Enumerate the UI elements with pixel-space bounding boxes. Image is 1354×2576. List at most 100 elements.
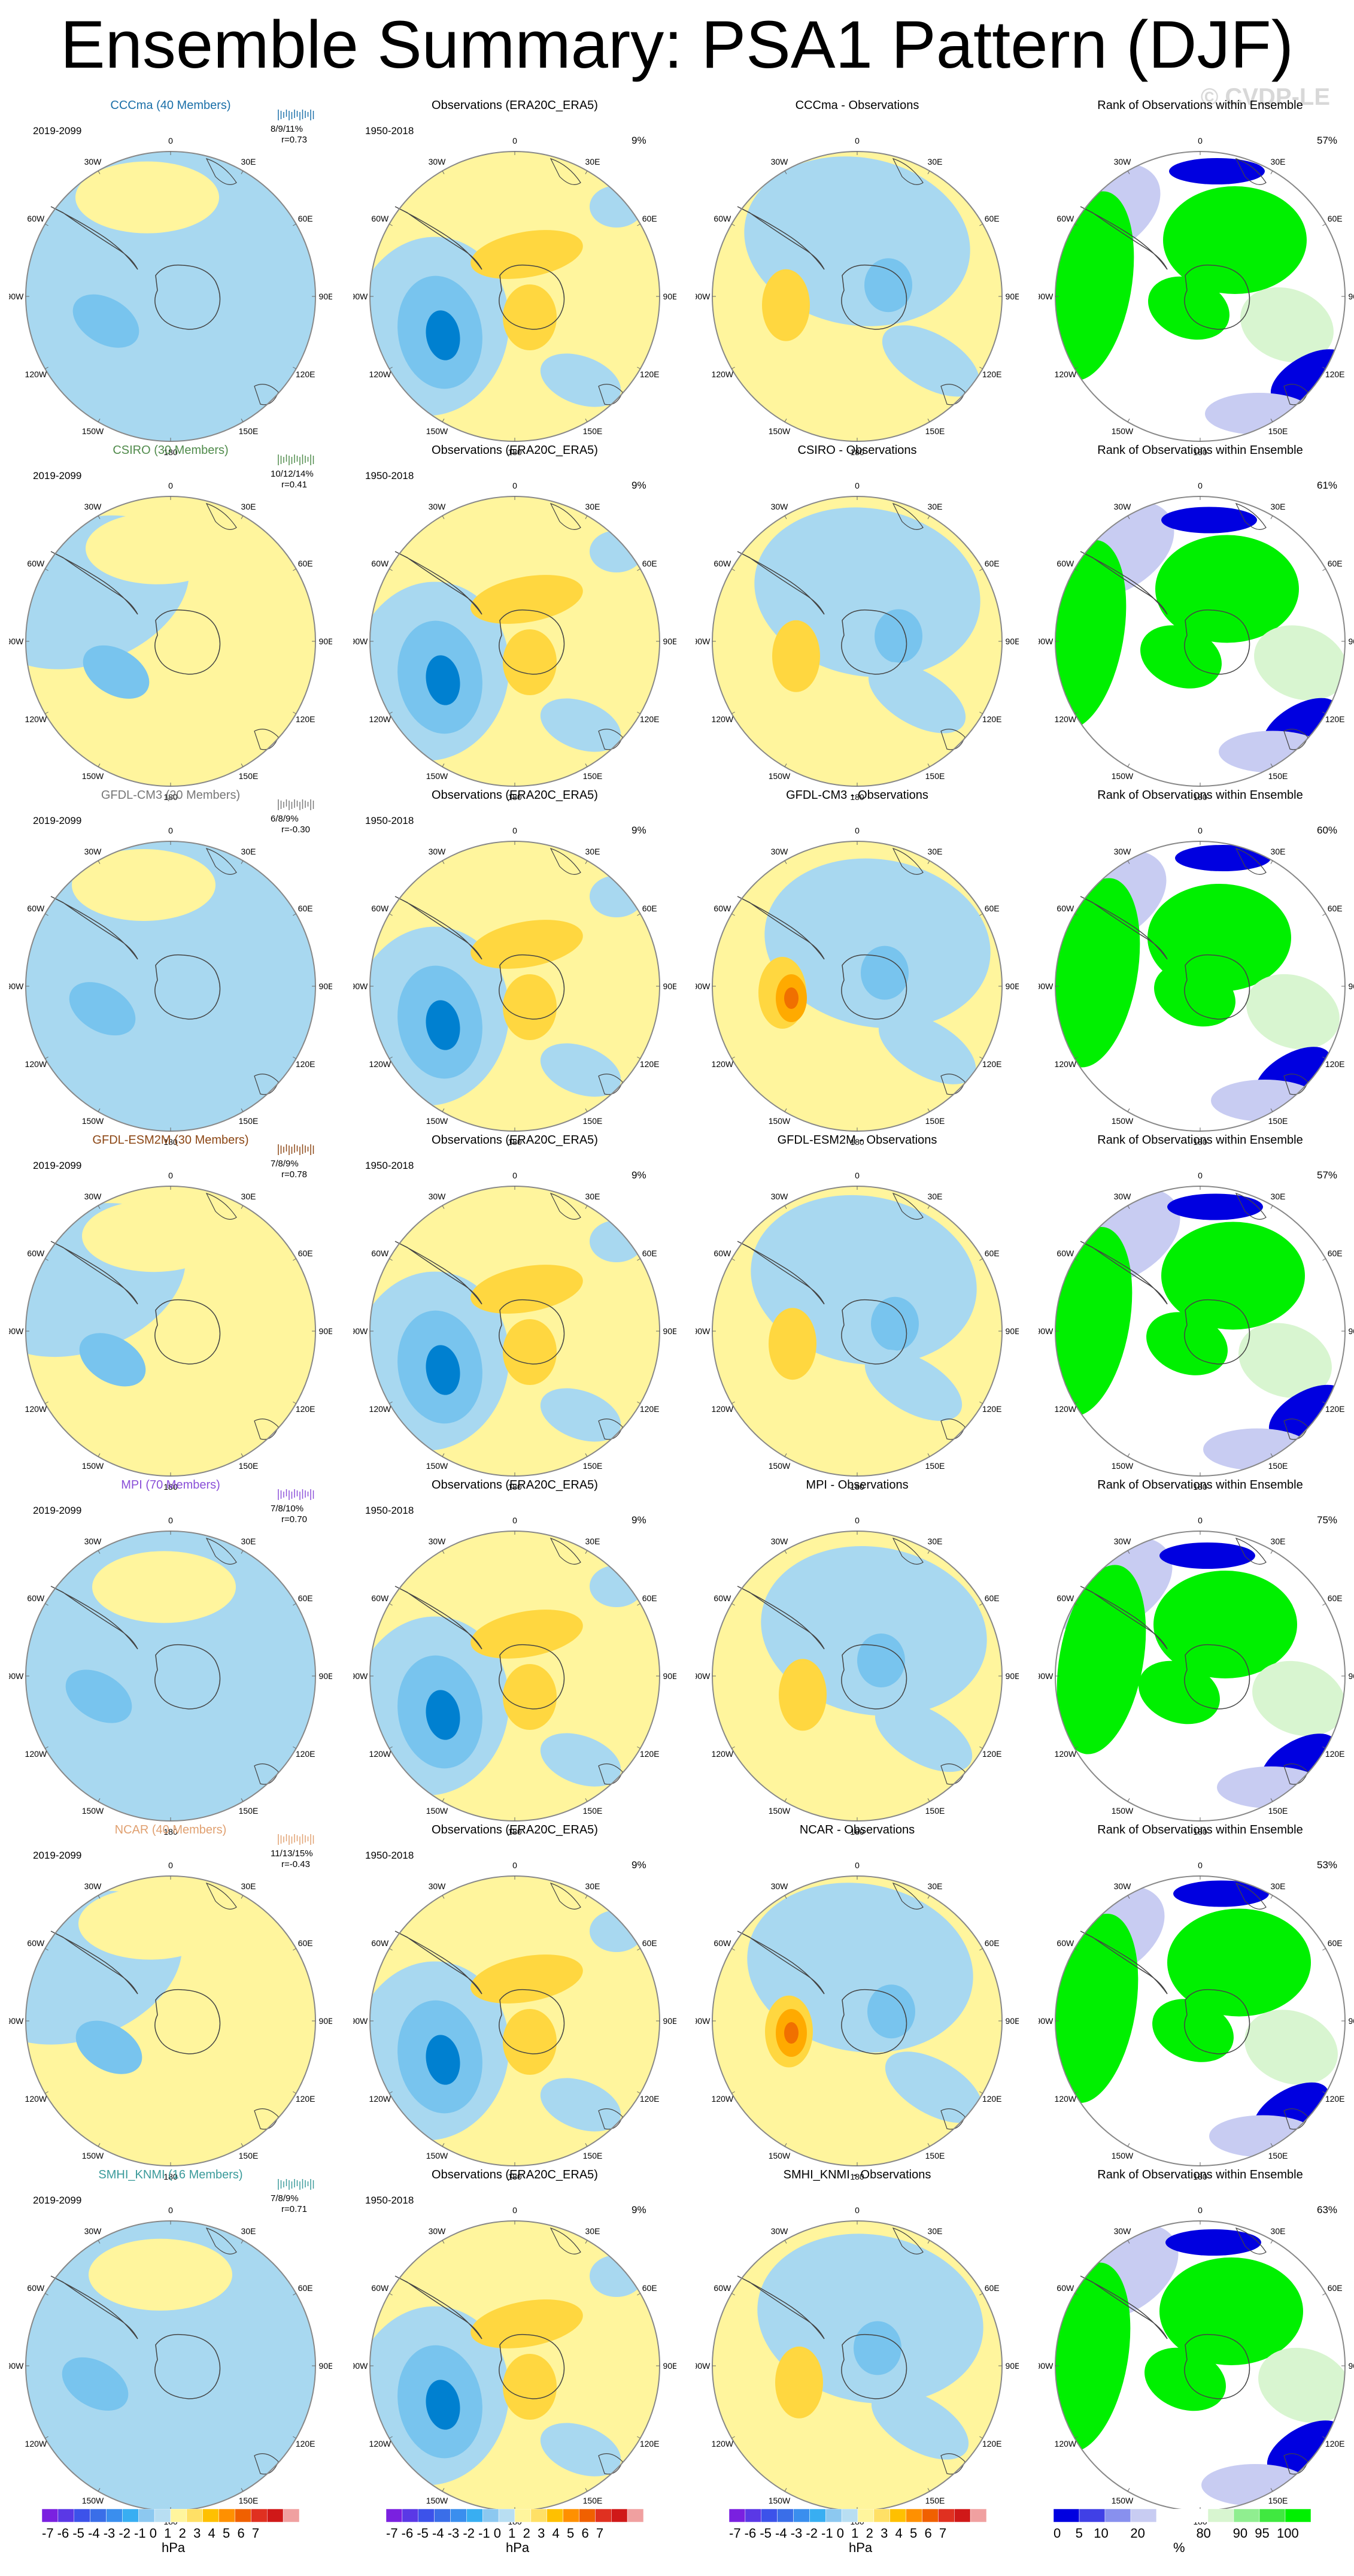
new-zealand-coastline (1283, 1763, 1309, 1785)
watermark: © CVDP-LE (1200, 84, 1330, 110)
longitude-label: 180 (1193, 1482, 1207, 1492)
contour-region (764, 858, 991, 1029)
longitude-tick (731, 1401, 735, 1404)
longitude-label: 180 (163, 792, 178, 802)
longitude-label: 180 (508, 447, 522, 457)
longitude-tick (1322, 366, 1326, 369)
longitude-tick (979, 1948, 983, 1951)
panel-title: GFDL-ESM2M - Observations (777, 1134, 937, 1147)
longitude-label: 180 (163, 2172, 178, 2181)
colorbar-swatch (938, 2508, 955, 2523)
longitude-label: 0 (1198, 1860, 1203, 1870)
longitude-label: 120W (369, 1749, 391, 1759)
longitude-tick (293, 1746, 296, 1749)
africa-coastline (1235, 502, 1267, 530)
contour-region (65, 1669, 132, 1723)
longitude-label: 30E (928, 2226, 943, 2236)
longitude-tick (389, 568, 393, 571)
new-zealand-coastline (598, 1763, 623, 1785)
new-zealand-coastline (598, 1419, 623, 1440)
longitude-tick (927, 1798, 930, 1802)
longitude-label: 60W (1057, 1593, 1074, 1603)
antarctica-coastline (499, 1644, 565, 1710)
longitude-tick (293, 2436, 296, 2439)
longitude-tick (1074, 1603, 1078, 1606)
longitude-label: 90E (319, 1671, 332, 1681)
longitude-label: 0 (512, 1516, 517, 1525)
longitude-tick (979, 1056, 983, 1059)
period-label: 1950-2018 (365, 125, 414, 137)
longitude-label: 180 (163, 447, 178, 457)
longitude-tick (731, 1746, 735, 1749)
longitude-label: 120W (1055, 1749, 1077, 1759)
longitude-label: 60E (1328, 214, 1343, 223)
longitude-tick (293, 1258, 296, 1261)
longitude-tick (45, 1948, 48, 1951)
longitude-tick (1074, 223, 1078, 226)
longitude-tick (1270, 1798, 1273, 1802)
africa-coastline (205, 502, 237, 530)
polar-map: 0 30E 60E 90E 120E 150E 180 150W 120W 90W 60W 30W (1039, 1516, 1354, 1836)
longitude-tick (442, 2488, 445, 2492)
longitude-label: 60W (1057, 1938, 1074, 1948)
contour-region (590, 531, 643, 572)
longitude-label: 60E (642, 559, 657, 568)
contour-region (878, 1013, 976, 1084)
longitude-label: 0 (512, 1860, 517, 1870)
longitude-tick (442, 1798, 445, 1802)
contour-region (871, 1296, 919, 1351)
longitude-label: 30E (241, 847, 256, 856)
longitude-tick (1270, 1895, 1273, 1899)
contour-region (470, 575, 583, 624)
longitude-label: 60E (985, 1593, 1000, 1603)
longitude-label: 0 (1198, 481, 1203, 490)
polar-map: 0 30E 60E 90E 120E 150E 180 150W 120W 90W 60W 30W (9, 1516, 332, 1836)
pattern-stat: 7/8/9% (271, 1159, 299, 1169)
rank-region (1146, 1312, 1228, 1375)
period-label: 1950-2018 (365, 1160, 414, 1171)
longitude-label: 180 (163, 1482, 178, 1492)
longitude-label: 60E (985, 2283, 1000, 2293)
longitude-tick (979, 2436, 983, 2439)
longitude-label: 0 (855, 481, 860, 490)
south-america-coastline (394, 1586, 482, 1650)
new-zealand-coastline (1283, 1074, 1309, 1095)
longitude-tick (1270, 516, 1273, 519)
longitude-tick (585, 1550, 588, 1554)
longitude-label: 90W (1039, 2016, 1054, 2026)
longitude-label: 120E (982, 2094, 1002, 2104)
antarctica-coastline (1184, 1644, 1250, 1710)
rank-panel: Rank of Observations within Ensemble 61% 0… (1039, 444, 1354, 802)
hpa-colorbar: -7 -6 -5 -4 -3 -2 -1 0 1 2 3 4 5 6 7 hPa (385, 2508, 644, 2563)
longitude-label: 150W (82, 426, 104, 436)
africa-coastline (1235, 157, 1267, 185)
longitude-tick (98, 1798, 101, 1802)
longitude-label: 180 (1193, 2172, 1207, 2181)
longitude-label: 180 (508, 1137, 522, 1147)
contour-region (470, 1610, 583, 1659)
longitude-tick (98, 2143, 101, 2147)
longitude-label: 90E (319, 292, 332, 301)
longitude-label: 120E (1325, 2094, 1345, 2104)
longitude-tick (979, 1746, 983, 1749)
new-zealand-coastline (940, 2108, 966, 2130)
antarctica-coastline (154, 2333, 221, 2399)
panel-title: Rank of Observations within Ensemble (1097, 1478, 1303, 1492)
colorbar-swatch (57, 2508, 74, 2523)
longitude-label: 120E (640, 1059, 660, 1069)
longitude-label: 30W (429, 157, 447, 166)
colorbar-swatch (514, 2508, 532, 2523)
longitude-tick (637, 2436, 640, 2439)
longitude-label: 150W (769, 2151, 791, 2160)
new-zealand-coastline (940, 1763, 966, 1785)
longitude-label: 30E (928, 1192, 943, 1201)
colorbar-swatch (954, 2508, 971, 2523)
longitude-label: 60W (371, 1593, 389, 1603)
longitude-tick (927, 1108, 930, 1112)
longitude-tick (1270, 2143, 1273, 2147)
rank-region (1154, 963, 1235, 1027)
contour-region (503, 2009, 557, 2075)
ensemble-spread-bars (278, 799, 314, 810)
rank-region (1155, 535, 1299, 643)
longitude-tick (585, 1798, 588, 1802)
